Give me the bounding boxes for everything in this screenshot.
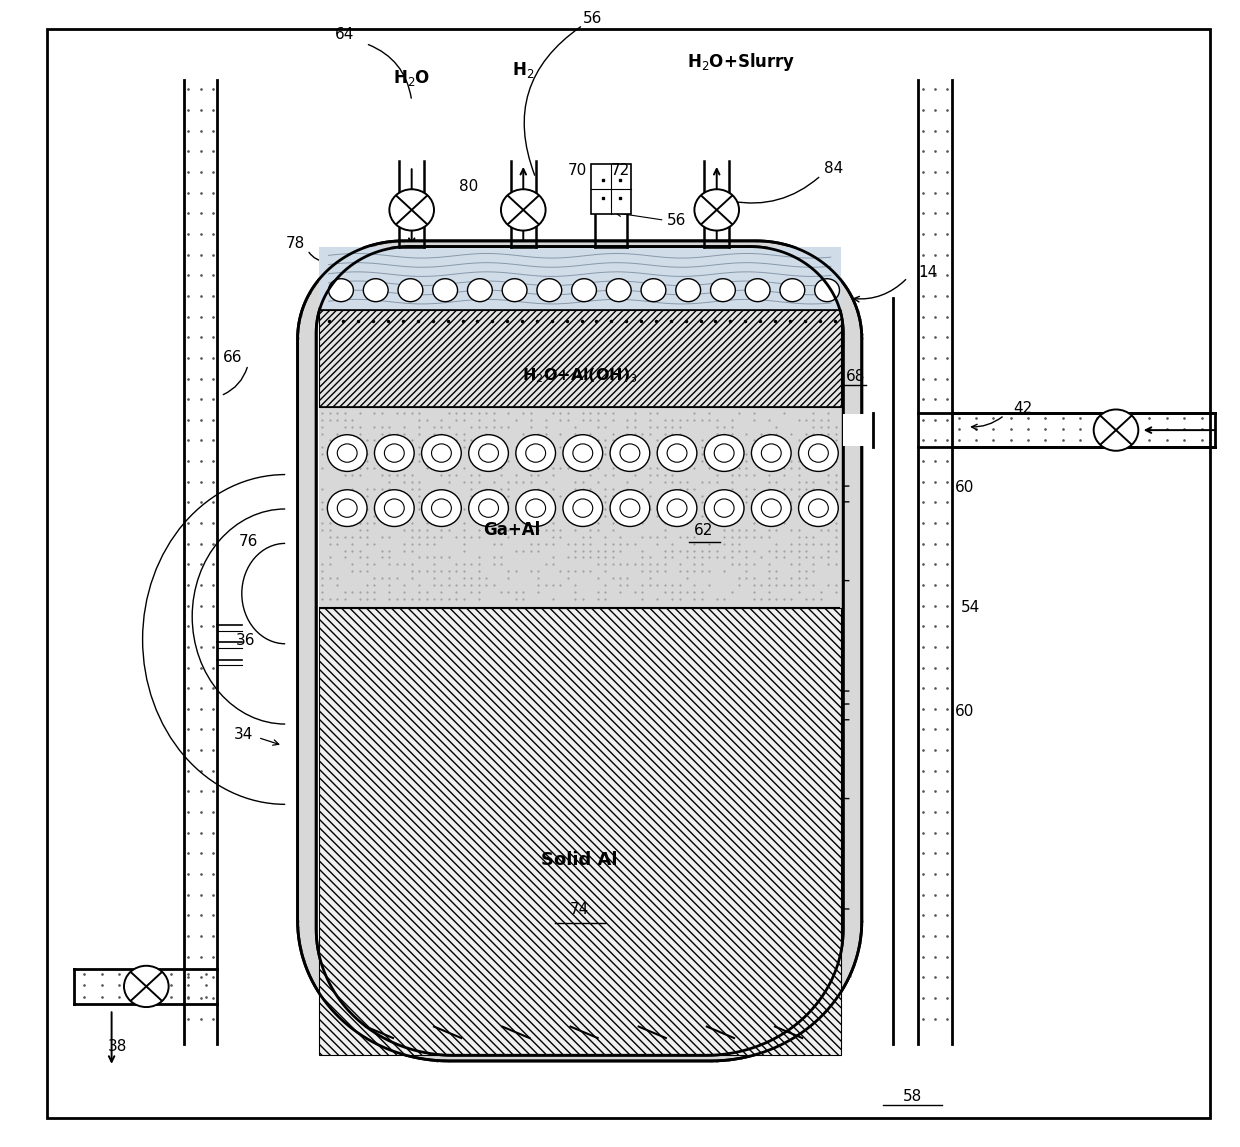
Text: 76: 76 — [238, 533, 258, 549]
Circle shape — [799, 490, 838, 526]
Text: 36: 36 — [236, 632, 255, 648]
Text: 60: 60 — [955, 703, 975, 719]
Circle shape — [501, 189, 546, 231]
Text: H$_2$: H$_2$ — [512, 60, 534, 79]
Circle shape — [327, 490, 367, 526]
Text: 38: 38 — [108, 1038, 128, 1054]
Text: 14: 14 — [918, 265, 937, 281]
Circle shape — [516, 435, 556, 471]
Bar — [591, 164, 631, 214]
Circle shape — [1094, 409, 1138, 451]
Text: 56: 56 — [667, 212, 687, 228]
Circle shape — [572, 279, 596, 302]
Text: 70: 70 — [568, 163, 588, 179]
Circle shape — [398, 279, 423, 302]
Text: 60: 60 — [955, 479, 975, 496]
Circle shape — [657, 435, 697, 471]
Circle shape — [329, 279, 353, 302]
Circle shape — [516, 490, 556, 526]
Polygon shape — [316, 247, 843, 1055]
Bar — [843, 414, 874, 446]
Circle shape — [751, 490, 791, 526]
Circle shape — [563, 490, 603, 526]
Circle shape — [467, 279, 492, 302]
Circle shape — [389, 189, 434, 231]
Circle shape — [641, 279, 666, 302]
Circle shape — [563, 435, 603, 471]
Text: 62: 62 — [694, 523, 713, 538]
Circle shape — [676, 279, 701, 302]
Bar — [319, 608, 841, 1055]
Bar — [319, 407, 841, 608]
Text: Solid Al: Solid Al — [542, 851, 618, 869]
Polygon shape — [298, 241, 862, 1061]
Text: 78: 78 — [285, 235, 305, 251]
Circle shape — [124, 966, 169, 1007]
Text: H$_2$O+Al(OH)$_3$: H$_2$O+Al(OH)$_3$ — [522, 366, 637, 385]
Bar — [319, 247, 841, 310]
Text: 84: 84 — [823, 161, 843, 177]
Circle shape — [537, 279, 562, 302]
Text: 74: 74 — [570, 902, 589, 918]
Circle shape — [374, 435, 414, 471]
Circle shape — [469, 435, 508, 471]
Text: 58: 58 — [903, 1089, 923, 1105]
Text: 66: 66 — [223, 350, 243, 366]
Circle shape — [610, 490, 650, 526]
Bar — [319, 310, 841, 407]
Circle shape — [610, 435, 650, 471]
Circle shape — [704, 490, 744, 526]
Circle shape — [327, 435, 367, 471]
Circle shape — [751, 435, 791, 471]
Circle shape — [694, 189, 739, 231]
Circle shape — [711, 279, 735, 302]
Circle shape — [469, 490, 508, 526]
Circle shape — [799, 435, 838, 471]
Circle shape — [433, 279, 458, 302]
Circle shape — [363, 279, 388, 302]
Circle shape — [815, 279, 839, 302]
Text: H$_2$O: H$_2$O — [393, 68, 430, 87]
Circle shape — [422, 435, 461, 471]
Circle shape — [374, 490, 414, 526]
Text: 34: 34 — [233, 726, 253, 742]
Bar — [319, 608, 841, 1055]
Text: 80: 80 — [459, 179, 479, 195]
Text: 64: 64 — [335, 26, 355, 42]
Bar — [319, 310, 841, 407]
Circle shape — [657, 490, 697, 526]
Circle shape — [745, 279, 770, 302]
Circle shape — [502, 279, 527, 302]
Text: Ga+Al: Ga+Al — [482, 522, 541, 539]
Circle shape — [422, 490, 461, 526]
Text: H$_2$O+Slurry: H$_2$O+Slurry — [687, 50, 796, 72]
Text: 56: 56 — [583, 10, 603, 26]
Circle shape — [780, 279, 805, 302]
Text: 72: 72 — [610, 163, 630, 179]
Circle shape — [606, 279, 631, 302]
Circle shape — [704, 435, 744, 471]
Text: 54: 54 — [961, 600, 981, 616]
Text: 42: 42 — [1013, 400, 1033, 416]
Text: 68: 68 — [846, 368, 866, 384]
